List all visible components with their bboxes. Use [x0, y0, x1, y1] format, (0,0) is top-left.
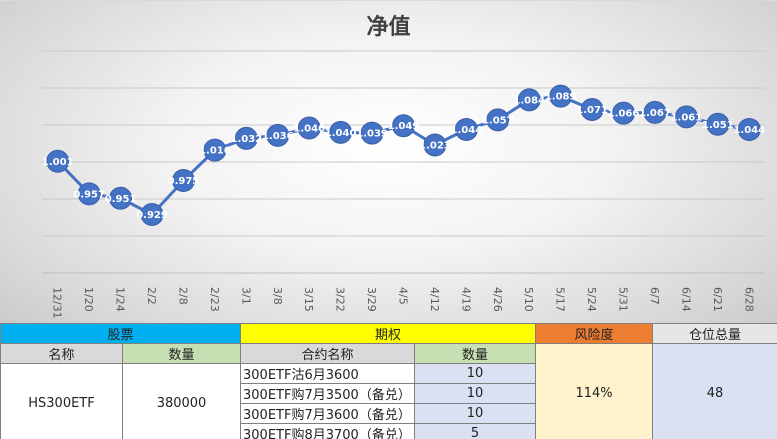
data-label: 1.016 [199, 146, 231, 157]
option-name: 300ETF购7月3600（备兑） [240, 403, 416, 424]
x-tick-label: 5/10 [522, 287, 535, 312]
data-point [234, 126, 258, 150]
option-qty-header: 数量 [414, 343, 537, 364]
data-label: 0.975 [168, 176, 200, 187]
risk-header: 风险度 [535, 323, 654, 344]
data-point [423, 133, 447, 157]
position-value: 48 [652, 343, 777, 439]
x-tick-label: 2/2 [145, 287, 158, 305]
data-point [706, 112, 730, 136]
data-label: 1.089 [545, 92, 577, 103]
data-label: 1.023 [419, 140, 451, 151]
data-point [77, 182, 101, 206]
data-point [737, 117, 761, 141]
data-label: 1.046 [293, 123, 325, 134]
x-tick-label: 12/31 [51, 287, 64, 319]
data-point [549, 84, 573, 108]
data-point [643, 100, 667, 124]
option-header: 期权 [240, 323, 537, 344]
data-point [171, 169, 195, 192]
data-point [392, 114, 415, 138]
data-label: 1.071 [576, 105, 608, 116]
stock-qty: 380000 [121, 363, 242, 439]
data-label: 1.067 [639, 108, 671, 119]
data-label: 1.039 [356, 129, 388, 140]
option-qty: 10 [414, 403, 537, 424]
data-label: 1.066 [608, 109, 640, 120]
data-point [266, 123, 290, 147]
x-tick-label: 6/28 [742, 287, 755, 312]
x-tick-label: 4/26 [491, 287, 504, 312]
x-tick-label: 6/21 [711, 287, 724, 312]
stock-name: HS300ETF [0, 363, 123, 439]
x-tick-label: 4/5 [397, 287, 410, 305]
data-point [46, 149, 70, 173]
position-header: 仓位总量 [652, 323, 777, 344]
data-point [360, 121, 384, 145]
risk-value: 114% [535, 343, 654, 439]
x-tick-label: 1/24 [114, 287, 127, 312]
data-point [486, 108, 510, 132]
data-label: 1.001 [42, 157, 74, 168]
data-point [109, 186, 133, 210]
data-label: 1.032 [231, 134, 263, 145]
option-name: 300ETF沽6月3600 [240, 363, 416, 384]
data-point [674, 105, 698, 129]
x-tick-label: 3/29 [365, 287, 378, 312]
data-point [517, 88, 541, 112]
option-qty: 5 [414, 423, 537, 439]
data-label: 1.051 [702, 120, 734, 131]
option-name-header: 合约名称 [240, 343, 416, 364]
data-point [612, 101, 636, 125]
data-label: 1.044 [451, 125, 483, 136]
x-tick-label: 5/17 [554, 287, 567, 312]
data-point [454, 117, 478, 141]
stock-name-header: 名称 [0, 343, 123, 364]
stock-header: 股票 [0, 323, 242, 344]
chart-title: 净值 [366, 15, 411, 40]
position-table: 股票 期权 风险度 仓位总量 名称 数量 合约名称 数量 114% 48 HS3… [0, 323, 777, 439]
stock-qty-header: 数量 [121, 343, 242, 364]
chart-area: 净值 1.001 0.957 0.951 0.929 0.975 1.016 1.032 1.… [0, 0, 777, 323]
data-point [203, 138, 227, 162]
data-point [140, 203, 164, 227]
data-point [329, 120, 353, 144]
x-tick-label: 4/19 [459, 287, 472, 312]
data-label: 0.957 [73, 189, 105, 200]
data-label: 1.084 [513, 95, 545, 106]
x-tick-label: 3/22 [334, 287, 347, 312]
option-qty: 10 [414, 383, 537, 404]
data-label: 1.040 [325, 128, 357, 139]
x-tick-label: 6/14 [679, 287, 692, 312]
option-qty: 10 [414, 363, 537, 384]
data-label: 1.044 [733, 125, 765, 136]
data-label: 0.929 [136, 210, 168, 221]
data-label: 1.036 [262, 131, 294, 142]
x-tick-label: 2/8 [176, 287, 189, 305]
data-point [580, 97, 604, 121]
x-tick-label: 3/8 [271, 287, 284, 305]
x-tick-label: 3/15 [302, 287, 315, 312]
data-label: 1.049 [388, 121, 420, 132]
x-tick-label: 1/20 [82, 287, 95, 312]
x-tick-label: 5/31 [617, 287, 630, 312]
data-label: 1.061 [671, 112, 703, 123]
x-tick-label: 4/12 [428, 287, 441, 312]
data-point [297, 116, 321, 140]
data-label: 0.951 [105, 194, 137, 205]
x-tick-label: 5/24 [585, 287, 598, 312]
x-tick-label: 3/1 [239, 287, 252, 305]
option-name: 300ETF购8月3700（备兑） [240, 423, 416, 439]
data-label: 1.057 [482, 115, 514, 126]
x-tick-label: 2/23 [208, 287, 221, 312]
x-tick-label: 6/7 [648, 287, 661, 305]
option-name: 300ETF购7月3500（备兑） [240, 383, 416, 404]
